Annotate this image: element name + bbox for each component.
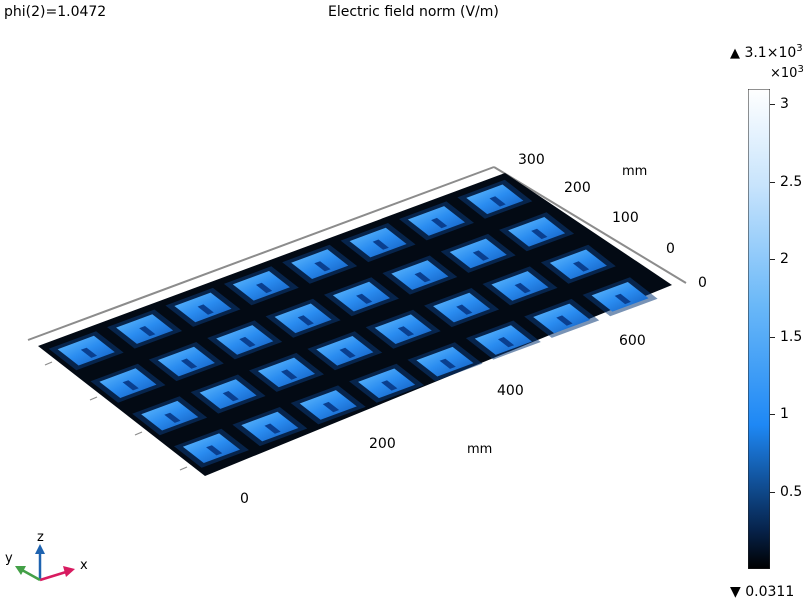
colorbar-max: ▲ 3.1×103 <box>730 43 803 61</box>
y-axis-arrow <box>21 568 41 582</box>
x-axis-arrow <box>39 570 67 582</box>
patch-feed <box>164 412 181 423</box>
back-axis-line <box>27 166 495 341</box>
patch-feed <box>489 196 506 207</box>
min-triangle-icon: ▼ <box>730 584 741 600</box>
axis-triad <box>15 544 75 582</box>
patch-feed <box>256 282 273 294</box>
colorbar-tick <box>770 492 775 493</box>
patch-feed <box>339 347 356 359</box>
x-tick-600: 600 <box>619 333 646 349</box>
x-unit-label: mm <box>467 442 493 457</box>
z-tick-0: 0 <box>698 275 707 291</box>
patch-feed <box>322 401 340 413</box>
patch-feed <box>472 250 490 261</box>
patch-feed <box>314 261 331 272</box>
y-tick-200: 200 <box>564 180 591 196</box>
patch-feed <box>431 217 448 229</box>
patch-feed <box>139 326 156 337</box>
triad-z-label: z <box>37 530 44 545</box>
patch-feed <box>197 304 214 315</box>
colorbar-label-2: 2 <box>780 251 789 267</box>
right-axis-line <box>493 166 687 284</box>
y-tick-0: 0 <box>666 241 675 257</box>
patch-feed <box>439 358 456 369</box>
y-tick-300: 300 <box>518 152 545 168</box>
colorbar-tick <box>770 337 775 338</box>
colorbar-label-0-5: 0.5 <box>780 484 803 500</box>
colorbar-tick <box>770 104 775 105</box>
plot-title: Electric field norm (V/m) <box>328 4 499 20</box>
patch-feed <box>414 272 431 283</box>
patch-feed <box>297 315 314 326</box>
colorbar-tick <box>770 182 775 183</box>
colorbar-label-3: 3 <box>780 96 789 112</box>
colorbar-label-2-5: 2.5 <box>780 174 803 190</box>
patch-feed <box>514 282 531 294</box>
triad-y-label: y <box>5 551 13 566</box>
patch-feed <box>614 293 631 305</box>
patch-feed <box>381 380 398 391</box>
colorbar-scale-exp: 3 <box>797 64 804 75</box>
patch-feed <box>372 239 389 250</box>
y-unit-label: mm <box>622 164 648 179</box>
colorbar-scale: ×103 <box>770 64 804 81</box>
colorbar-min: ▼ 0.0311 <box>730 584 794 600</box>
colorbar-label-1: 1 <box>780 406 789 422</box>
patch-feed <box>573 261 590 272</box>
patch-feed <box>498 337 515 348</box>
antenna-array <box>48 179 658 468</box>
patch-feed <box>531 228 548 240</box>
patch-feed <box>556 315 573 326</box>
max-triangle-icon: ▲ <box>730 46 740 61</box>
colorbar-gradient <box>748 89 770 569</box>
patch-feed <box>264 423 281 434</box>
x-tick-0: 0 <box>240 491 249 507</box>
patch-feed <box>356 293 373 304</box>
x-tick-400: 400 <box>497 383 524 399</box>
ground-plane <box>38 173 672 476</box>
patch-feed <box>222 391 239 402</box>
front-axis-ticks <box>44 361 188 471</box>
x-tick-200: 200 <box>369 436 396 452</box>
parameter-label: phi(2)=1.0472 <box>4 4 107 20</box>
patch-feed <box>206 445 223 456</box>
patch-feed <box>181 358 198 369</box>
colorbar-max-value: 3.1×10 <box>744 45 797 61</box>
patch-feed <box>122 380 139 391</box>
patch-feed <box>239 336 256 348</box>
colorbar-label-1-5: 1.5 <box>780 329 803 345</box>
colorbar-max-exp: 3 <box>796 43 803 54</box>
patch-feed <box>281 369 298 380</box>
colorbar-tick <box>770 414 775 415</box>
patch-feed <box>80 347 98 358</box>
triad-x-label: x <box>80 558 88 573</box>
colorbar-tick <box>770 259 775 260</box>
patch-feed <box>397 326 415 337</box>
y-tick-100: 100 <box>612 210 639 226</box>
colorbar-min-value: 0.0311 <box>745 584 795 600</box>
colorbar-scale-text: ×10 <box>770 66 798 81</box>
patch-feed <box>456 304 473 315</box>
